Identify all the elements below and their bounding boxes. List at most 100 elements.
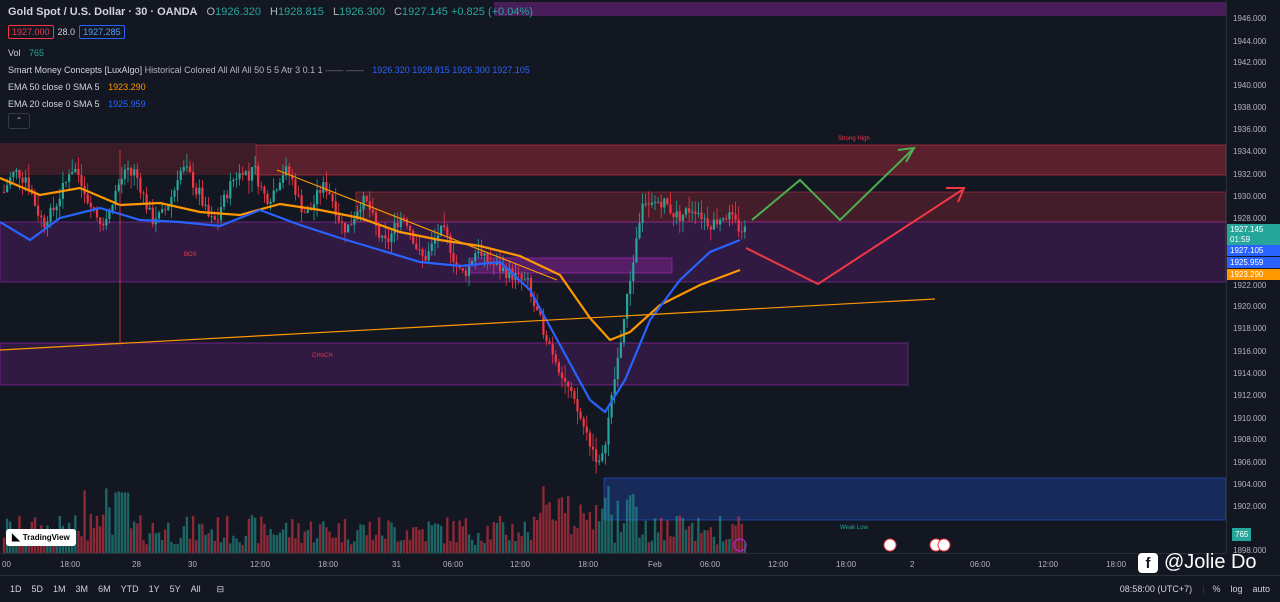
candle-body	[474, 253, 477, 262]
candle-body	[424, 255, 427, 261]
candle-body	[691, 211, 694, 213]
candle-body	[210, 216, 213, 218]
close-key: C	[394, 6, 402, 18]
candle-body	[579, 411, 582, 419]
candle-body	[266, 193, 269, 204]
time-axis[interactable]: 00 18:00 28 30 12:00 18:00 31 06:00 12:00 18:00 Fe…	[0, 553, 1226, 576]
candle-body	[46, 221, 49, 228]
candle-body	[294, 179, 297, 195]
candle-body	[483, 253, 486, 256]
high-key: H	[270, 6, 278, 18]
candle-body	[176, 180, 179, 191]
candle-body	[495, 262, 498, 265]
volume-bar	[83, 490, 86, 553]
volume-bar	[607, 486, 610, 553]
volume-bar	[114, 492, 117, 553]
volume-bar	[492, 522, 495, 553]
high-value: 1928.815	[278, 6, 324, 18]
volume-bar	[359, 524, 362, 553]
sell-button[interactable]: 1927.000	[8, 25, 54, 39]
timeframe-ytd[interactable]: YTD	[120, 584, 139, 594]
volume-bar	[303, 531, 306, 553]
candle-body	[319, 190, 322, 193]
tradingview-icon: ◣	[12, 532, 20, 543]
candle-body	[18, 169, 21, 178]
candle-body	[359, 209, 362, 212]
candle-body	[27, 177, 30, 190]
volume-bar	[198, 523, 201, 553]
candle-body	[384, 235, 387, 239]
timeframe-1d[interactable]: 1D	[10, 584, 22, 594]
volume-bar	[129, 528, 133, 553]
collapse-legend-button[interactable]: ⌃	[8, 113, 30, 129]
volume-bar	[514, 540, 517, 553]
economic-event-flag-icon	[937, 538, 951, 552]
candle-body	[653, 202, 657, 204]
timeframe-1y[interactable]: 1Y	[148, 584, 160, 594]
volume-bar	[536, 520, 539, 553]
volume-bar	[350, 544, 353, 553]
smc-legend[interactable]: Smart Money Concepts [LuxAlgo] Historica…	[8, 65, 530, 75]
candle-body	[390, 233, 393, 243]
volume-bar	[142, 539, 145, 553]
buy-button[interactable]: 1927.285	[79, 25, 125, 39]
candle-body	[734, 214, 737, 220]
ema50-line	[0, 176, 741, 342]
candle-body	[567, 381, 570, 387]
candle-body	[229, 181, 232, 199]
candle-body	[185, 166, 188, 168]
volume-legend[interactable]: Vol 765	[8, 48, 44, 58]
timeframe-5y[interactable]: 5Y	[169, 584, 181, 594]
ema50-legend[interactable]: EMA 50 close 0 SMA 5 1923.290	[8, 82, 146, 92]
smc-values: 1926.320 1928.815 1926.300 1927.105	[372, 65, 530, 75]
time-tick: 28	[132, 560, 141, 569]
volume-bar	[545, 504, 548, 553]
volume-bar	[470, 539, 474, 553]
symbol-title[interactable]: Gold Spot / U.S. Dollar · 30 · OANDA	[8, 6, 198, 18]
volume-bar	[387, 520, 390, 553]
volume-bar	[384, 538, 387, 553]
candle-body	[675, 211, 678, 218]
candle-body	[55, 206, 58, 211]
price-chart[interactable]: CHoCH Strong High Weak Low BOS	[0, 0, 1226, 553]
candle-body	[288, 166, 291, 175]
timeframe-all[interactable]: All	[190, 584, 201, 594]
percent-toggle[interactable]: %	[1212, 584, 1221, 594]
candle-body	[102, 223, 105, 226]
candle-body	[167, 205, 170, 211]
tradingview-logo[interactable]: ◣ TradingView	[6, 529, 76, 546]
candle-body	[71, 171, 74, 175]
price-axis[interactable]: 1946.000 1944.000 1942.000 1940.000 1938.000…	[1226, 0, 1280, 555]
volume-bar	[92, 527, 96, 553]
chart-area[interactable]: CHoCH Strong High Weak Low BOS	[0, 0, 1226, 553]
volume-bar	[381, 535, 384, 553]
ema20-legend[interactable]: EMA 20 close 0 SMA 5 1925.959	[8, 99, 146, 109]
volume-bar	[322, 521, 325, 553]
candle-body	[697, 212, 700, 214]
date-range-icon[interactable]: ⊟	[216, 583, 225, 594]
timeframe-3m[interactable]: 3M	[75, 584, 89, 594]
candle-body	[464, 270, 467, 276]
volume-bar	[300, 542, 303, 553]
candle-body	[446, 227, 449, 236]
clock-display[interactable]: 08:58:00 (UTC+7)	[1119, 584, 1193, 594]
candle-body	[381, 235, 384, 238]
volume-bar	[573, 525, 576, 553]
volume-bar	[477, 532, 480, 553]
candle-body	[182, 166, 185, 171]
candle-body	[269, 201, 272, 204]
candle-body	[573, 390, 576, 400]
log-toggle[interactable]: log	[1230, 584, 1243, 594]
timeframe-6m[interactable]: 6M	[98, 584, 111, 594]
symbol-legend[interactable]: Gold Spot / U.S. Dollar · 30 · OANDA O 19…	[8, 6, 533, 18]
smc-name: Smart Money Concepts [LuxAlgo]	[8, 65, 143, 75]
volume-bar	[77, 530, 80, 553]
timeframe-1m[interactable]: 1M	[53, 584, 66, 594]
timeframe-5d[interactable]: 5D	[31, 584, 44, 594]
volume-bar	[182, 526, 185, 553]
volume-bar	[86, 540, 89, 553]
volume-bar	[309, 521, 313, 553]
auto-toggle[interactable]: auto	[1252, 584, 1270, 594]
candle-body	[440, 225, 443, 236]
open-key: O	[206, 6, 216, 18]
